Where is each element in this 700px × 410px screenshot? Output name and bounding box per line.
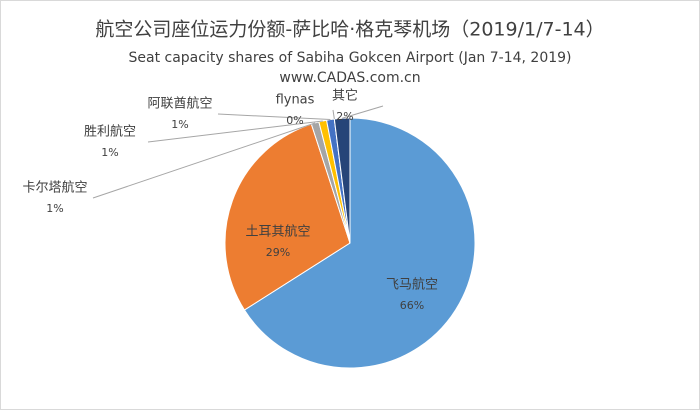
slice-value-label: 66% (400, 299, 424, 312)
slice-value-label: 1% (46, 202, 63, 215)
leader-line (342, 105, 384, 119)
leader-line (332, 109, 335, 120)
leader-line (92, 122, 316, 199)
slice-value-label: 1% (101, 146, 118, 159)
chart-subtitle: Seat capacity shares of Sabiha Gokcen Ai… (129, 50, 572, 66)
slice-label: 飞马航空 (386, 277, 438, 293)
chart-title: 航空公司座位运力份额-萨比哈·格克琴机场（2019/1/7-14） (95, 19, 604, 41)
slice-label: 卡尔塔航空 (22, 180, 87, 196)
pie-slice (333, 117, 351, 244)
slice-label: 其它 (332, 88, 358, 104)
slice-value-label: 2% (336, 110, 353, 123)
slice-value-label: 0% (286, 114, 303, 127)
slice-value-label: 29% (266, 246, 290, 259)
slice-label: 胜利航空 (84, 124, 136, 140)
pie-slice (243, 117, 476, 369)
slice-value-label: 1% (171, 118, 188, 131)
slice-label: flynas (276, 93, 315, 108)
leader-line (217, 113, 331, 121)
leader-line (147, 120, 323, 143)
slice-label: 阿联酋航空 (147, 96, 212, 112)
pie-slice (224, 123, 351, 311)
chart-source: www.CADAS.com.cn (279, 70, 420, 86)
slice-label: 土耳其航空 (245, 224, 310, 240)
